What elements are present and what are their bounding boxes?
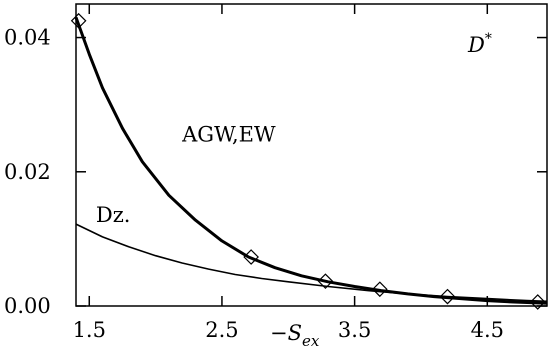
y-tick-label: 0.04 bbox=[4, 26, 51, 50]
x-tick-label: 4.5 bbox=[471, 318, 504, 342]
series-line-1 bbox=[75, 223, 548, 303]
y-tick-label: 0.02 bbox=[4, 160, 51, 184]
diamond-marker-5 bbox=[529, 294, 546, 310]
x-tick-label: 3.5 bbox=[338, 318, 371, 342]
diamond-marker-4 bbox=[439, 288, 456, 305]
panel-label: D* bbox=[467, 31, 492, 57]
diamond-marker-2 bbox=[317, 273, 334, 290]
y-tick-label: 0.00 bbox=[4, 294, 51, 318]
curve-labels: AGW,EW Dz. bbox=[96, 123, 276, 228]
plot-frame bbox=[75, 3, 548, 307]
marker-group bbox=[70, 12, 546, 310]
diamond-marker-3 bbox=[371, 281, 388, 298]
diamond-marker-1 bbox=[243, 249, 259, 265]
x-tick-label: 2.5 bbox=[205, 318, 238, 342]
series-group bbox=[74, 16, 548, 305]
y-tick-labels: 0.00 0.02 0.04 bbox=[4, 26, 51, 318]
x-axis-label: −Sex bbox=[270, 321, 320, 350]
x-tick-label: 1.5 bbox=[73, 318, 106, 342]
diamond-marker-0 bbox=[70, 12, 87, 29]
series-label: AGW,EW bbox=[181, 123, 276, 147]
series-line-0 bbox=[74, 16, 548, 305]
series-label: Dz. bbox=[96, 203, 131, 227]
axis-ticks bbox=[76, 4, 547, 307]
x-tick-labels: 1.5 2.5 3.5 4.5 bbox=[73, 318, 504, 342]
